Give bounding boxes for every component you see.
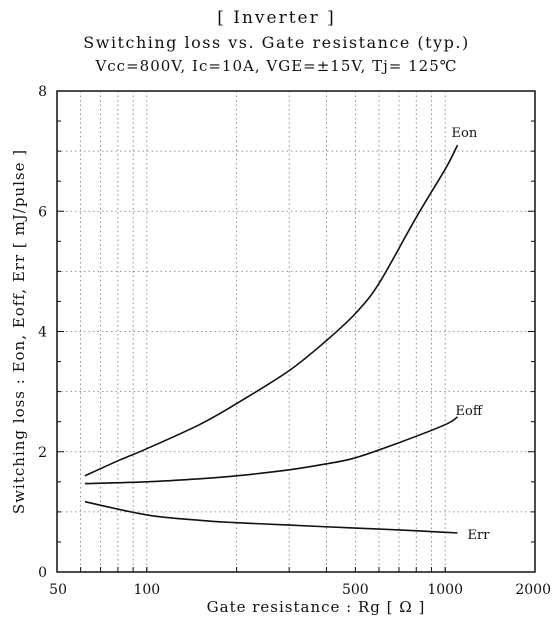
y-tick-label: 4: [38, 325, 47, 341]
x-axis-label: Gate resistance : Rg [ Ω ]: [207, 598, 426, 616]
y-tick-label: 0: [38, 565, 47, 581]
series-line-eoff: [84, 416, 458, 485]
x-tick-label: 100: [133, 582, 160, 598]
series-line-eon: [84, 144, 459, 477]
series-label-eon: Eon: [452, 126, 478, 141]
y-axis-label: Switching loss : Eon, Eoff, Err [ mJ/pul…: [10, 149, 28, 514]
series-line-err: [84, 500, 458, 534]
y-tick-label: 6: [38, 204, 47, 220]
chart-subtitle: Switching loss vs. Gate resistance (typ.…: [83, 33, 470, 52]
x-tick-label: 50: [49, 582, 67, 598]
axis-ticks: 0 2 4 6 8 50 100 500 1000 2000: [38, 84, 551, 598]
series-lines: Eon Eoff Err: [84, 126, 491, 543]
y-tick-label: 2: [38, 445, 47, 461]
series-label-err: Err: [468, 528, 491, 543]
x-tick-label: 500: [342, 582, 369, 598]
chart-title: [ Inverter ]: [217, 8, 336, 28]
grid: [57, 91, 535, 572]
x-tick-label: 2000: [515, 582, 551, 598]
chart-conditions: Vcc=800V, Ic=10A, VGE=±15V, Tj= 125℃: [95, 57, 458, 75]
series-label-eoff: Eoff: [456, 404, 484, 419]
plot-frame: [56, 90, 536, 573]
y-tick-label: 8: [38, 84, 47, 100]
x-tick-label: 1000: [427, 582, 463, 598]
